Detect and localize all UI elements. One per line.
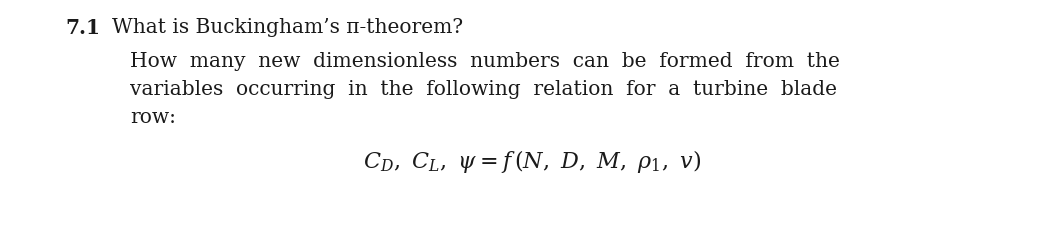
Text: variables  occurring  in  the  following  relation  for  a  turbine  blade: variables occurring in the following rel… xyxy=(130,80,837,99)
Text: $C_D,\ C_L,\ \psi = f\,(N,\ D,\ M,\ \rho_1,\ v)$: $C_D,\ C_L,\ \psi = f\,(N,\ D,\ M,\ \rho… xyxy=(363,147,701,174)
Text: What is Buckingham’s π-theorem?: What is Buckingham’s π-theorem? xyxy=(112,18,463,37)
Text: row:: row: xyxy=(130,108,176,126)
Text: How  many  new  dimensionless  numbers  can  be  formed  from  the: How many new dimensionless numbers can b… xyxy=(130,52,839,71)
Text: 7.1: 7.1 xyxy=(65,18,100,38)
